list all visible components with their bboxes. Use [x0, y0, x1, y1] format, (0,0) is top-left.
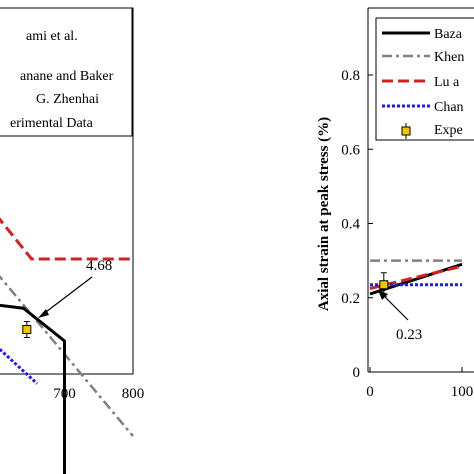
right-x-tick-label: 0 — [366, 384, 374, 400]
right-legend: Baza Khen Lu a Chan Expe — [375, 17, 474, 141]
left-legend-entry: G. Zhenhai — [36, 92, 99, 107]
left-legend-entry: ami et al. — [26, 29, 78, 44]
right-annotation-label: 0.23 — [396, 327, 422, 343]
left-series-line-3 — [0, 347, 39, 385]
right-legend-entry: Chan — [434, 100, 464, 115]
right-data-point — [379, 280, 389, 290]
right-y-tick-label: 0 — [353, 365, 361, 381]
left-annotation-arrow — [41, 276, 93, 316]
right-legend-entry: Expe — [434, 123, 463, 138]
right-y-tick-label: 0.6 — [341, 142, 360, 158]
right-legend-entry: Khen — [434, 50, 464, 65]
right-y-tick-label: 0.2 — [341, 291, 360, 307]
left-legend: ami et al. anane and Baker G. Zhenhai erime… — [0, 7, 133, 137]
left-x-tick-label: 800 — [122, 386, 145, 402]
left-annotation-label: 4.68 — [86, 258, 112, 274]
right-legend-entry: Lu a — [434, 75, 460, 90]
right-legend-box — [375, 17, 474, 141]
right-chart-panel: 0 0.2 0.4 0.6 0.8 0 100 Axial strain at peak st… — [316, 7, 474, 400]
left-annotation-arrowhead — [38, 309, 49, 318]
right-y-tick-label: 0.4 — [341, 217, 360, 233]
right-legend-marker — [401, 126, 411, 136]
left-series-line-0 — [0, 217, 133, 261]
left-series-line-2 — [0, 303, 66, 474]
right-x-tick-label: 100 — [451, 384, 474, 400]
left-legend-entry: anane and Baker — [20, 69, 114, 84]
right-annotation-arrow — [381, 293, 409, 321]
left-legend-box — [0, 7, 133, 137]
left-data-point — [22, 325, 32, 335]
right-annotation-arrowhead — [378, 290, 388, 300]
right-legend-entry: Baza — [434, 27, 463, 42]
left-legend-entry: erimental Data — [10, 116, 94, 131]
right-y-tick-label: 0.8 — [341, 68, 360, 84]
right-y-axis-title: Axial strain at peak stress (%) — [316, 117, 332, 311]
